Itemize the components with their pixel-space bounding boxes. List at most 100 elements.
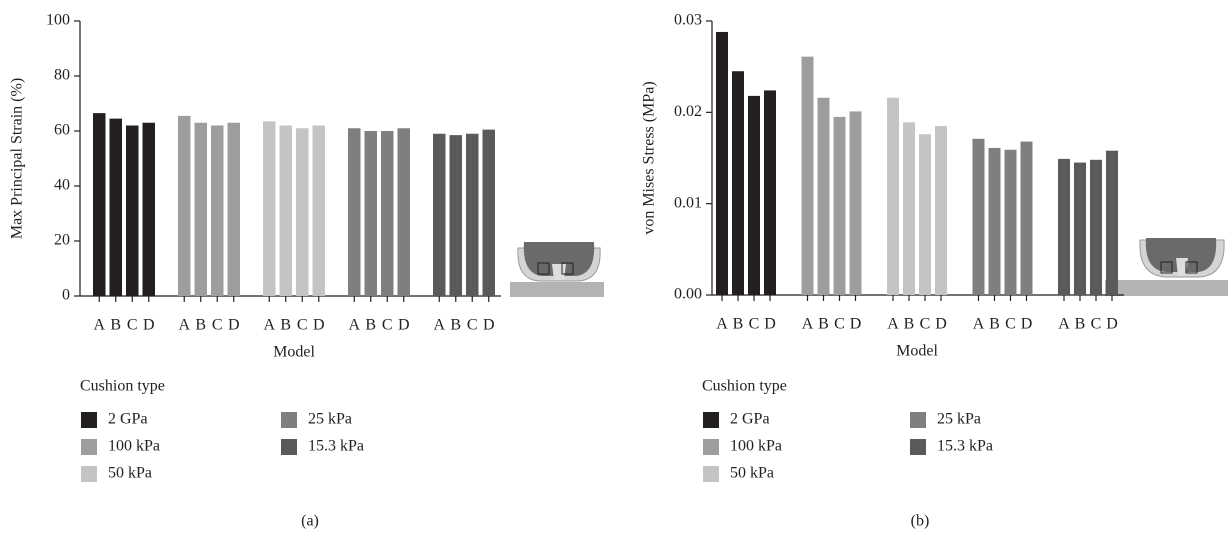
x-tick-label: C xyxy=(1091,316,1102,333)
legend-label: 100 kPa xyxy=(730,438,782,455)
bar xyxy=(381,131,394,296)
bar xyxy=(919,134,931,295)
bar xyxy=(716,32,728,295)
y-tick-label: 0.01 xyxy=(674,194,702,211)
x-tick-label: A xyxy=(433,317,445,334)
bar xyxy=(1021,142,1033,295)
legend-label: 50 kPa xyxy=(730,465,774,482)
y-axis-label: Max Principal Strain (%) xyxy=(9,78,26,239)
legend-swatch xyxy=(81,466,97,482)
bar xyxy=(398,128,411,296)
illustration-b xyxy=(1105,238,1228,296)
bar xyxy=(764,90,776,295)
x-tick-label: A xyxy=(887,316,899,333)
bar xyxy=(211,126,224,297)
x-tick-label: B xyxy=(195,317,206,334)
bar xyxy=(483,130,496,296)
x-tick-label: C xyxy=(382,317,393,334)
y-tick-label: 0 xyxy=(62,287,70,304)
figure: 020406080100ABCDABCDABCDABCDABCDModelMax… xyxy=(0,0,1228,539)
bar xyxy=(989,148,1001,295)
bar xyxy=(296,128,309,296)
legend-swatch xyxy=(910,439,926,455)
y-tick-label: 100 xyxy=(46,12,70,29)
y-tick-label: 0.03 xyxy=(674,12,702,29)
x-tick-label: B xyxy=(989,316,1000,333)
bar xyxy=(365,131,378,296)
legend-label: 25 kPa xyxy=(308,411,352,428)
x-tick-label: A xyxy=(1058,316,1070,333)
x-tick-label: A xyxy=(716,316,728,333)
x-tick-label: B xyxy=(365,317,376,334)
caption: (a) xyxy=(301,513,319,530)
y-tick-label: 20 xyxy=(54,232,70,249)
legend-swatch xyxy=(281,412,297,428)
x-tick-label: D xyxy=(143,317,155,334)
illustration-a xyxy=(510,242,604,297)
x-tick-label: A xyxy=(973,316,985,333)
bar xyxy=(280,126,293,297)
y-tick-label: 0.02 xyxy=(674,103,702,120)
x-tick-label: D xyxy=(398,317,410,334)
x-tick-label: C xyxy=(212,317,223,334)
legend-label: 15.3 kPa xyxy=(308,438,364,455)
legend-label: 2 GPa xyxy=(108,411,148,428)
y-tick-label: 60 xyxy=(54,122,70,139)
x-tick-label: C xyxy=(297,317,308,334)
legend-swatch xyxy=(703,412,719,428)
bar xyxy=(93,113,106,296)
x-tick-label: A xyxy=(802,316,814,333)
legend-title: Cushion type xyxy=(702,378,787,395)
legend-label: 50 kPa xyxy=(108,465,152,482)
bar xyxy=(818,98,830,295)
x-tick-label: B xyxy=(733,316,744,333)
bar xyxy=(263,121,276,296)
x-axis-label: Model xyxy=(896,343,938,360)
x-tick-label: D xyxy=(1021,316,1033,333)
bar xyxy=(466,134,479,296)
bar xyxy=(1090,160,1102,295)
x-tick-label: B xyxy=(904,316,915,333)
bar xyxy=(834,117,846,295)
bar xyxy=(973,139,985,295)
bar xyxy=(126,126,139,297)
legend-label: 2 GPa xyxy=(730,411,770,428)
x-tick-label: B xyxy=(280,317,291,334)
legend-label: 100 kPa xyxy=(108,438,160,455)
bar xyxy=(228,123,241,296)
x-tick-label: C xyxy=(834,316,845,333)
x-axis-label: Model xyxy=(273,344,315,361)
x-tick-label: C xyxy=(467,317,478,334)
bar xyxy=(195,123,208,296)
legend-swatch xyxy=(281,439,297,455)
bar xyxy=(348,128,361,296)
bar xyxy=(178,116,191,296)
x-tick-label: A xyxy=(263,317,275,334)
x-tick-label: C xyxy=(920,316,931,333)
bar xyxy=(450,135,463,296)
bar xyxy=(1005,150,1017,295)
x-tick-label: D xyxy=(850,316,862,333)
x-tick-label: B xyxy=(1075,316,1086,333)
x-tick-label: D xyxy=(228,317,240,334)
x-tick-label: D xyxy=(935,316,947,333)
bar xyxy=(935,126,947,295)
legend-label: 25 kPa xyxy=(937,411,981,428)
bar xyxy=(802,57,814,295)
bar xyxy=(732,71,744,295)
y-tick-label: 80 xyxy=(54,67,70,84)
bar xyxy=(887,98,899,295)
bar xyxy=(110,119,123,296)
x-tick-label: C xyxy=(749,316,760,333)
bar xyxy=(313,126,326,297)
x-tick-label: C xyxy=(127,317,138,334)
bar xyxy=(850,111,862,295)
legend-swatch xyxy=(81,412,97,428)
bar xyxy=(903,122,915,295)
bar xyxy=(143,123,156,296)
bar xyxy=(1106,151,1118,295)
bar xyxy=(748,96,760,295)
y-axis-label: von Mises Stress (MPa) xyxy=(641,81,658,234)
x-tick-label: B xyxy=(818,316,829,333)
bar xyxy=(433,134,446,296)
